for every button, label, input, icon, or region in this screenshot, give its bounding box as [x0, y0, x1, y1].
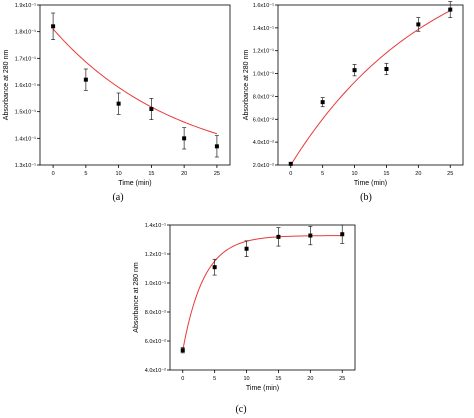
x-axis-title: Time (min)	[118, 180, 151, 187]
chart-panel-2: 0 5 10 15 20 25 2.0x10⁻² 4.0x10⁻² 6.0x10⁻² 8.0x10…	[243, 1, 464, 203]
panel-label: (a)	[112, 192, 123, 203]
x-tick-label: 25	[447, 171, 453, 177]
data-point	[308, 233, 313, 238]
y-tick-label: 1.8x10⁻¹	[15, 30, 36, 36]
data-point	[340, 232, 345, 237]
data-point	[288, 161, 293, 166]
y-tick-label: 1.0x10⁻¹	[253, 72, 274, 78]
plot-frame	[169, 224, 356, 371]
panel-label: (b)	[360, 192, 372, 203]
y-tick-label: 4.0x10⁻²	[253, 140, 274, 146]
x-tick-label: 0	[181, 376, 184, 382]
x-tick-label: 0	[52, 171, 55, 177]
fit-curve	[182, 235, 343, 351]
data-point	[352, 68, 357, 73]
x-tick-label: 20	[415, 171, 421, 177]
y-tick-label: 6.0x10⁻²	[145, 339, 166, 345]
x-axis-title: Time (min)	[246, 385, 279, 392]
y-tick-label: 8.0x10⁻²	[253, 94, 274, 100]
y-axis-title: Absorbance at 280 nm	[133, 262, 140, 333]
y-tick-label: 1.7x10⁻¹	[15, 56, 36, 62]
data-point	[416, 22, 421, 27]
data-point	[51, 24, 56, 29]
y-tick-label: 4.0x10⁻²	[145, 368, 166, 374]
x-tick-label: 25	[339, 376, 345, 382]
data-point	[276, 234, 281, 239]
data-point	[212, 265, 217, 270]
y-tick-label: 8.0x10⁻²	[145, 310, 166, 316]
data-point	[83, 77, 88, 82]
data-point	[180, 348, 185, 353]
x-tick-label: 10	[116, 171, 122, 177]
x-tick-label: 5	[321, 171, 324, 177]
x-tick-label: 15	[275, 376, 281, 382]
panel-label: (c)	[235, 404, 246, 415]
x-axis-title: Time (min)	[354, 180, 387, 187]
data-point	[320, 100, 325, 105]
fit-curve	[52, 28, 218, 135]
x-tick-label: 10	[243, 376, 249, 382]
x-tick-label: 15	[383, 171, 389, 177]
chart-panel-1: 0 5 10 15 20 25 1.3x10⁻¹ 1.4x10⁻¹ 1.5x10⁻¹ 1.6x10…	[3, 3, 231, 203]
plot-frame	[277, 4, 464, 166]
y-tick-label: 1.3x10⁻¹	[15, 163, 36, 169]
x-tick-label: 0	[289, 171, 292, 177]
y-axis-title: Absorbance at 280 nm	[243, 50, 250, 121]
plot-frame	[39, 4, 231, 166]
y-axis-title: Absorbance at 280 nm	[3, 50, 10, 121]
data-point	[384, 67, 389, 71]
x-tick-label: 5	[213, 376, 216, 382]
x-tick-label: 25	[214, 171, 220, 177]
x-tick-label: 15	[148, 171, 154, 177]
x-tick-label: 20	[181, 171, 187, 177]
y-tick-label: 1.0x10⁻¹	[145, 281, 166, 287]
y-tick-label: 1.2x10⁻¹	[145, 252, 166, 258]
y-tick-label: 1.9x10⁻¹	[15, 3, 36, 9]
y-tick-label: 1.4x10⁻¹	[253, 26, 274, 32]
y-tick-label: 2.0x10⁻²	[253, 163, 274, 169]
y-tick-label: 6.0x10⁻²	[253, 117, 274, 123]
x-tick-label: 10	[351, 171, 357, 177]
fit-curve	[290, 10, 451, 166]
data-point	[182, 136, 187, 141]
x-tick-label: 20	[307, 376, 313, 382]
data-point	[214, 144, 219, 149]
chart-panel-3: 0 5 10 15 20 25 4.0x10⁻² 6.0x10⁻² 8.0x10⁻² 1.0x10…	[133, 223, 356, 415]
y-tick-label: 1.6x10⁻¹	[15, 83, 36, 89]
y-tick-label: 1.6x10⁻¹	[253, 3, 274, 9]
data-point	[149, 107, 154, 111]
y-tick-label: 1.5x10⁻¹	[15, 110, 36, 116]
y-tick-label: 1.4x10⁻¹	[15, 136, 36, 142]
data-point	[244, 246, 249, 251]
data-point	[116, 101, 121, 106]
x-tick-label: 5	[84, 171, 87, 177]
y-tick-label: 1.2x10⁻¹	[253, 49, 274, 55]
y-tick-label: 1.4x10⁻¹	[145, 223, 166, 229]
data-point	[448, 7, 453, 12]
